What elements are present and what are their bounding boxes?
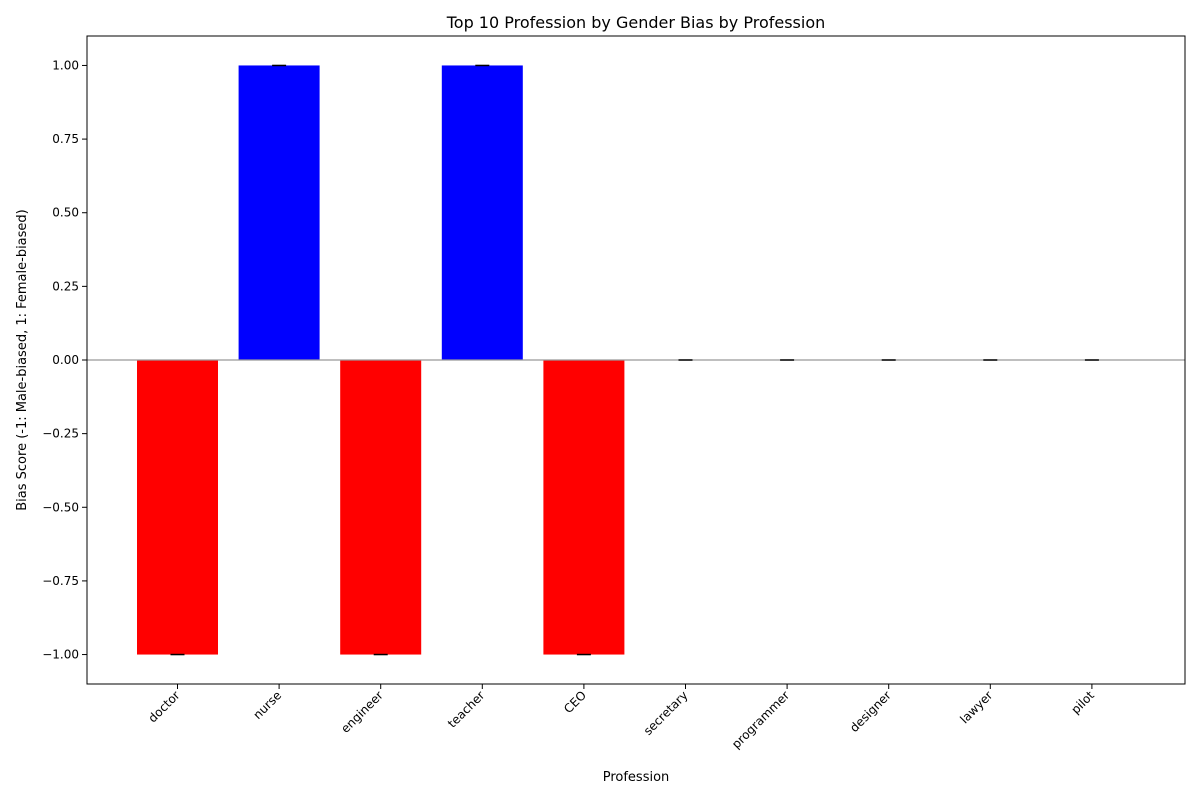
x-tick-label: teacher [445, 688, 487, 730]
y-axis-label: Bias Score (-1: Male-biased, 1: Female-b… [15, 209, 30, 511]
x-tick-label: engineer [338, 688, 386, 736]
y-tick-label: 1.00 [52, 58, 79, 72]
plot-area: −1.00 −0.75 −0.50 −0.25 0.00 0.25 0.50 0.75 1.00… [42, 35, 1186, 751]
x-tick-label: secretary [641, 688, 691, 738]
x-tick-label: pilot [1068, 688, 1097, 717]
x-tick-label: CEO [561, 688, 589, 716]
x-tick-label: designer [847, 688, 894, 735]
x-axis-label: Profession [603, 770, 670, 785]
y-tick-label: 0.00 [52, 353, 79, 367]
x-tick-label: lawyer [957, 688, 995, 726]
bar-teacher [441, 65, 523, 361]
bar-nurse [238, 65, 320, 361]
bar-CEO [543, 360, 625, 655]
y-tick-label: 0.50 [52, 206, 79, 220]
x-tick-label: doctor [145, 688, 182, 725]
y-tick-label: −0.25 [42, 427, 79, 441]
bar-engineer [340, 360, 422, 655]
bar-doctor [137, 360, 218, 655]
y-tick-label: −0.50 [42, 500, 79, 514]
x-tick-label: nurse [250, 688, 284, 722]
y-tick-label: −0.75 [42, 574, 79, 588]
y-tick-label: 0.75 [52, 132, 79, 146]
x-tick-label: programmer [729, 688, 792, 751]
y-tick-label: 0.25 [52, 279, 79, 293]
y-tick-label: −1.00 [42, 648, 79, 662]
chart-title: Top 10 Profession by Gender Bias by Prof… [446, 13, 826, 32]
